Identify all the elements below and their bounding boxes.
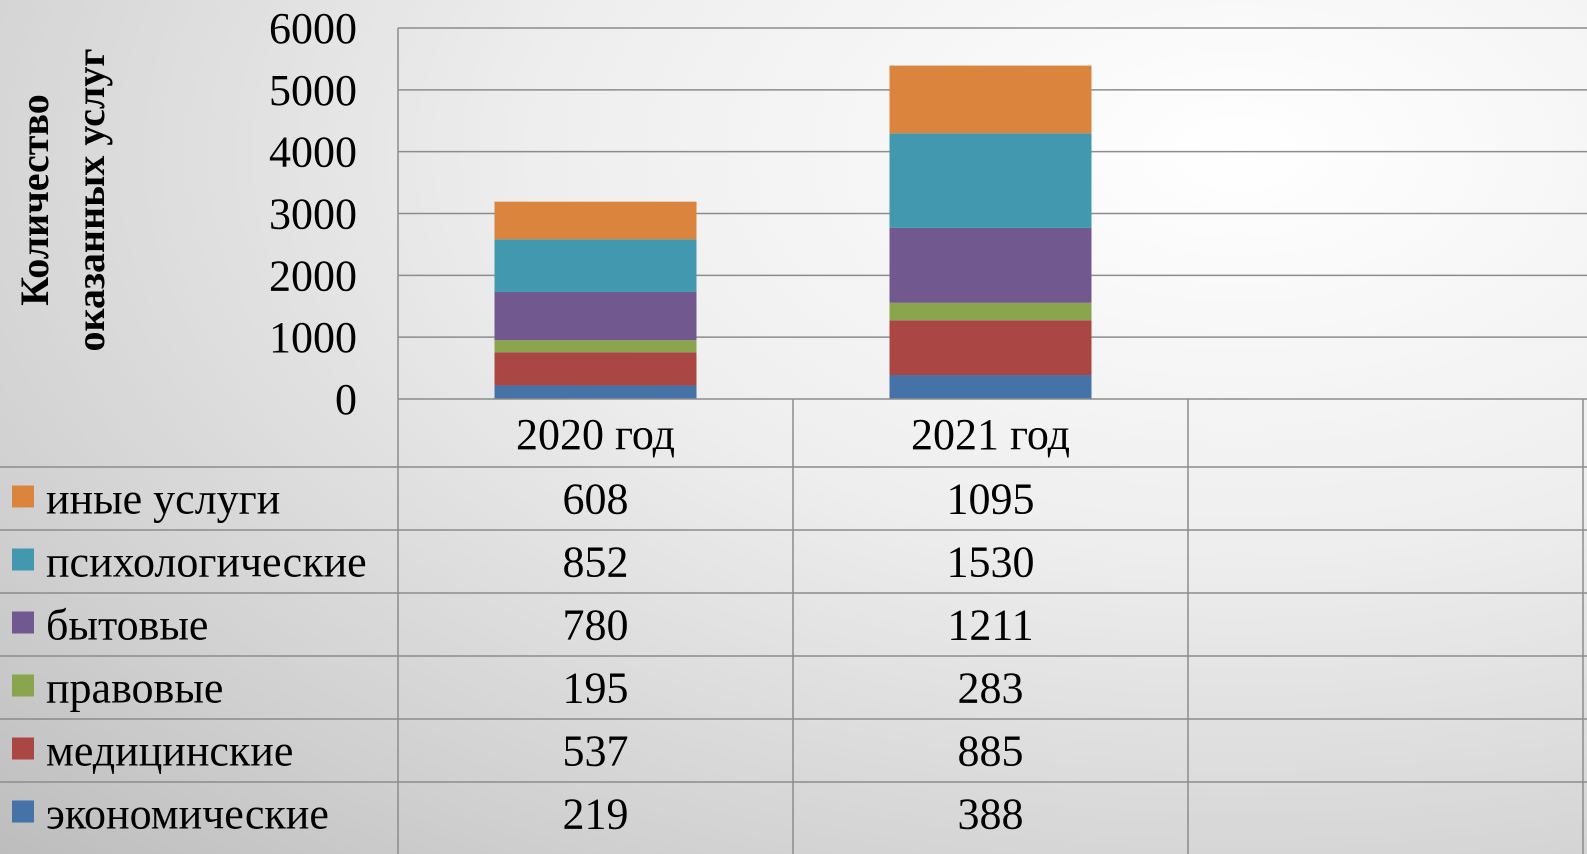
legend-label: психологические (46, 538, 367, 587)
y-axis-title-line-2: оказанных услуг (68, 49, 113, 352)
data-table-value: 283 (958, 664, 1024, 713)
data-table-value: 219 (563, 790, 629, 839)
y-tick-label: 1000 (269, 313, 357, 362)
legend-swatch (12, 800, 34, 823)
category-label: 2021 год (911, 410, 1070, 459)
legend-swatch (12, 485, 34, 508)
data-table-value: 1095 (947, 475, 1035, 524)
bar-segment-5-cat-2 (889, 133, 1092, 228)
legend-swatch (12, 611, 34, 634)
y-axis-title: Количество оказанных услуг (12, 49, 113, 352)
bar-segment-3-cat-1 (494, 340, 697, 353)
legend-label: экономические (46, 790, 329, 839)
data-table-value: 1211 (947, 601, 1033, 650)
data-table-value: 852 (563, 538, 629, 587)
data-table-value: 1530 (947, 538, 1035, 587)
y-tick-label: 0 (335, 375, 357, 424)
data-table-value: 608 (563, 475, 629, 524)
y-axis-ticks: 0 1000 2000 3000 4000 5000 6000 (269, 4, 357, 424)
bar-segment-6-cat-1 (494, 201, 697, 240)
bar-segment-1-cat-1 (494, 385, 697, 399)
data-table-value: 388 (958, 790, 1024, 839)
category-label: 2020 год (516, 410, 675, 459)
y-tick-label: 5000 (269, 66, 357, 115)
y-tick-label: 2000 (269, 251, 357, 300)
data-table-value: 780 (563, 601, 629, 650)
data-table-value: 885 (958, 727, 1024, 776)
bar-segment-2-cat-2 (889, 320, 1092, 376)
y-tick-label: 4000 (269, 128, 357, 177)
bar-segment-5-cat-1 (494, 239, 697, 292)
y-axis-title-line-1: Количество (12, 94, 57, 306)
bar-segment-4-cat-1 (494, 291, 697, 341)
bars (494, 65, 1092, 399)
legend-label: правовые (46, 664, 223, 713)
bar-segment-4-cat-2 (889, 227, 1092, 303)
legend-label: иные услуги (46, 475, 280, 524)
bar-segment-1-cat-2 (889, 375, 1092, 399)
legend-swatch (12, 548, 34, 571)
y-tick-label: 3000 (269, 190, 357, 239)
data-table-value: 195 (563, 664, 629, 713)
data-table: 2020 год 2021 год иные услуги 608 1095 психол… (0, 398, 1587, 854)
legend-swatch (12, 737, 34, 760)
bar-segment-3-cat-2 (889, 302, 1092, 321)
legend-label: медицинские (46, 727, 293, 776)
data-table-value: 537 (563, 727, 629, 776)
legend-label: бытовые (46, 601, 208, 650)
bar-segment-6-cat-2 (889, 65, 1092, 134)
legend-swatch (12, 674, 34, 697)
bar-segment-2-cat-1 (494, 352, 697, 386)
y-tick-label: 6000 (269, 4, 357, 53)
